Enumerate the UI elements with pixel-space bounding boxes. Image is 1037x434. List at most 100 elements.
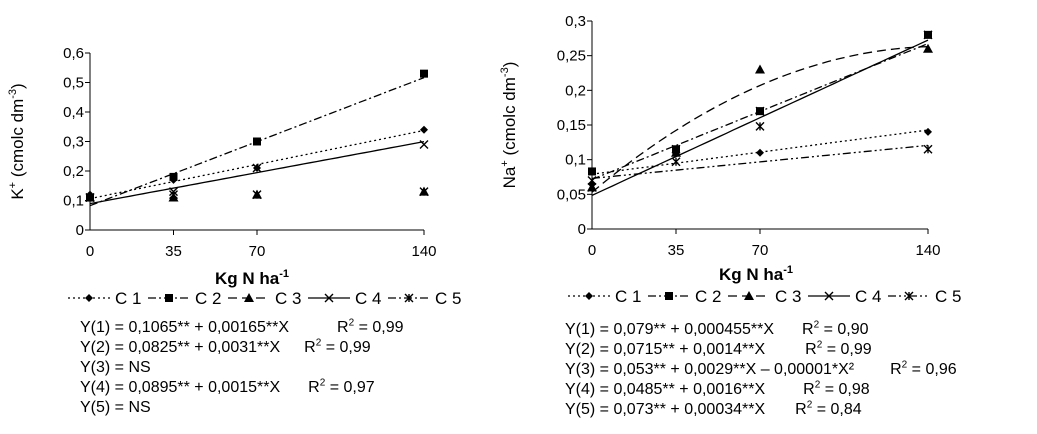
equation-r2: R2 = 0,84 xyxy=(795,399,862,418)
k-legend-marker-5 xyxy=(404,293,414,303)
k-point-s4 xyxy=(419,139,429,149)
k-y-tick-label: 0,6 xyxy=(63,45,84,62)
k-y-tick-label: 0 xyxy=(76,222,84,239)
equation-line: Y(1) = 0,079** + 0,000455**X R2 = 0,90 xyxy=(565,320,957,340)
equation-r2: R2 = 0,98 xyxy=(803,379,870,398)
na-legend-marker-5 xyxy=(904,291,914,301)
chart-panel-na: 0 0,05 0,1 0,15 0,2 0,25 0,3 0 35 70 140 Na+ (cmolc… xyxy=(499,0,1037,434)
equation-text: Y(3) = 0,053** + 0,0029**X – 0,00001*X² xyxy=(565,361,855,378)
k-point-s5 xyxy=(252,190,262,200)
na-point-s1 xyxy=(924,127,932,136)
na-legend-label-5: C 5 xyxy=(935,287,961,306)
equation-line: Y(2) = 0,0825** + 0,0031**X R2 = 0,99 xyxy=(80,338,404,358)
k-legend-label-2: C 2 xyxy=(195,289,221,308)
k-equations: Y(1) = 0,1065** + 0,00165**X R2 = 0,99 Y(2… xyxy=(80,318,404,418)
chart-panel-k: 0 0,1 0,2 0,3 0,4 0,5 0,6 0 35 70 140 K+ (cmolc dm-… xyxy=(7,45,461,418)
equation-r2: R2 = 0,99 xyxy=(304,337,371,356)
k-legend-label-3: C 3 xyxy=(275,289,301,308)
na-y-axis-label: Na+ (cmolc dm-3) xyxy=(500,62,519,189)
na-legend-marker-2 xyxy=(665,292,673,300)
k-x-tick-label: 0 xyxy=(86,243,94,260)
k-x-tick-label: 35 xyxy=(165,243,182,260)
k-legend-label-5: C 5 xyxy=(435,289,461,308)
equation-line: Y(4) = 0,0485** + 0,0016**X R2 = 0,98 xyxy=(565,380,957,400)
na-point-s5 xyxy=(923,144,933,154)
k-x-axis-label: Kg N ha-1 xyxy=(215,268,289,288)
equation-text: Y(5) = 0,073** + 0,00034**X xyxy=(565,401,766,418)
equation-line: Y(2) = 0,0715** + 0,0014**X R2 = 0,99 xyxy=(565,340,957,360)
equation-text: Y(2) = 0,0715** + 0,0014**X xyxy=(565,341,766,358)
na-legend-label-4: C 4 xyxy=(855,287,881,306)
na-y-tick-label: 0,1 xyxy=(565,152,586,169)
na-x-tick-label: 35 xyxy=(668,242,685,259)
equation-line: Y(1) = 0,1065** + 0,00165**X R2 = 0,99 xyxy=(80,318,404,338)
na-y-tick-label: 0,2 xyxy=(565,82,586,99)
equation-text: Y(5) = NS xyxy=(80,399,151,416)
na-y-tick-label: 0 xyxy=(578,221,586,238)
k-y-tick-label: 0,5 xyxy=(63,75,84,92)
na-legend-label-2: C 2 xyxy=(695,287,721,306)
na-equations: Y(1) = 0,079** + 0,000455**X R2 = 0,90 Y(2… xyxy=(565,320,957,420)
na-y-tick-label: 0,05 xyxy=(557,186,586,203)
k-y-tick-label: 0,3 xyxy=(63,134,84,151)
equation-text: Y(2) = 0,0825** + 0,0031**X xyxy=(80,339,281,356)
k-point-s5 xyxy=(419,187,429,197)
equation-line: Y(3) = 0,053** + 0,0029**X – 0,00001*X² R… xyxy=(565,360,957,380)
k-legend-marker-4 xyxy=(324,293,334,303)
equation-text: Y(4) = 0,0485** + 0,0016**X xyxy=(565,381,766,398)
na-legend-marker-4 xyxy=(824,291,834,301)
na-fit-line-4 xyxy=(591,39,929,196)
k-y-tick-label: 0,2 xyxy=(63,163,84,180)
na-x-axis-label: Kg N ha-1 xyxy=(719,264,793,284)
na-point-s4 xyxy=(923,30,933,40)
equation-line: Y(5) = 0,073** + 0,00034**X R2 = 0,84 xyxy=(565,400,957,420)
na-legend-marker-3 xyxy=(744,291,754,300)
equation-text: Y(1) = 0,079** + 0,000455**X xyxy=(565,321,775,338)
na-x-tick-label: 70 xyxy=(752,242,769,259)
k-point-s5 xyxy=(85,193,95,203)
na-legend-label-1: C 1 xyxy=(615,287,641,306)
k-legend-label-1: C 1 xyxy=(115,289,141,308)
na-legend-label-3: C 3 xyxy=(775,287,801,306)
na-legend-marker-1 xyxy=(585,292,593,300)
na-point-s4 xyxy=(671,144,681,154)
na-point-s4 xyxy=(587,175,597,185)
k-y-tick-label: 0,4 xyxy=(63,104,84,121)
na-point-s3 xyxy=(671,147,681,157)
equation-r2: R2 = 0,96 xyxy=(890,359,957,378)
k-y-tick-label: 0,1 xyxy=(63,193,84,210)
na-fit-line-3 xyxy=(591,46,929,193)
na-point-s3 xyxy=(923,43,933,53)
na-point-s4 xyxy=(755,106,765,116)
na-point-s1 xyxy=(756,148,764,157)
equation-line: Y(3) = NS xyxy=(80,358,404,378)
k-point-s2 xyxy=(253,137,261,146)
na-x-tick-label: 140 xyxy=(915,242,940,259)
equation-text: Y(1) = 0,1065** + 0,00165**X xyxy=(80,319,290,336)
na-point-s5 xyxy=(587,182,597,192)
na-point-s5 xyxy=(755,121,765,131)
na-fit-line-5 xyxy=(591,144,929,180)
na-point-s3 xyxy=(755,64,765,74)
na-chart-svg: 0 0,05 0,1 0,15 0,2 0,25 0,3 0 35 70 140 Na+ (cmolc… xyxy=(499,13,961,306)
equation-text: Y(4) = 0,0895** + 0,0015**X xyxy=(80,379,281,396)
k-legend-marker-2 xyxy=(165,294,173,302)
na-y-tick-label: 0,25 xyxy=(557,48,586,65)
equation-line: Y(5) = NS xyxy=(80,398,404,418)
na-point-s5 xyxy=(671,157,681,167)
na-fit-line-1 xyxy=(591,129,929,175)
k-point-s2 xyxy=(169,172,178,181)
equation-text: Y(3) = NS xyxy=(80,359,151,376)
equation-r2: R2 = 0,99 xyxy=(805,339,872,358)
na-y-tick-label: 0,3 xyxy=(565,13,586,30)
k-point-s4 xyxy=(252,163,262,173)
k-legend-label-4: C 4 xyxy=(355,289,381,308)
k-point-s5 xyxy=(169,190,178,200)
k-fit-line-4 xyxy=(89,140,425,205)
equation-r2: R2 = 0,97 xyxy=(308,377,375,396)
k-x-tick-label: 70 xyxy=(249,243,266,260)
k-legend-marker-3 xyxy=(244,293,254,302)
k-point-s2 xyxy=(420,69,428,78)
k-point-s1 xyxy=(420,125,428,134)
na-point-s2 xyxy=(588,167,596,176)
